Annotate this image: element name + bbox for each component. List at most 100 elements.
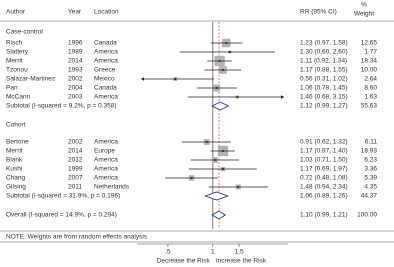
x-label-left: Decrease the Risk: [157, 258, 211, 265]
estimate-label: 0.91 (0.62, 1.32): [300, 139, 348, 146]
point-estimate: [221, 69, 224, 71]
estimate-label: 1.12 (0.99, 1.27): [300, 103, 348, 110]
study-author: McCann: [6, 94, 31, 101]
estimate-label: 1.17 (0.88, 1.55): [300, 67, 348, 74]
weight-label: 55.63: [361, 103, 378, 110]
estimate-label: 1.06 (0.78, 1.45): [300, 85, 348, 92]
weight-label: 3.36: [364, 166, 377, 173]
weight-label: 18.34: [361, 58, 378, 65]
study-location: America: [94, 157, 118, 164]
estimate-label: 1.03 (0.71, 1.50): [300, 157, 348, 164]
weight-label: 8.60: [364, 85, 377, 92]
point-estimate: [190, 177, 193, 179]
weight-label: 4.35: [364, 184, 377, 191]
study-location: Europe: [94, 148, 115, 155]
estimate-label: 1.11 (0.92, 1.34): [300, 58, 347, 65]
study-author: Chang: [6, 175, 26, 182]
study-year: 1996: [68, 40, 83, 47]
estimate-label: 1.46 (0.68, 3.15): [300, 94, 348, 101]
study-author: Kushi: [6, 166, 22, 173]
x-tick-label: 1: [211, 249, 215, 256]
note: NOTE: Weights are from random effects an…: [6, 234, 148, 241]
estimate-label: 1.10 (0.99, 1.21): [300, 212, 348, 219]
subtotal-label: Subtotal (I-squared = 31.9%, p = 0.196): [6, 193, 120, 200]
study-author: Slattery: [6, 49, 29, 56]
point-estimate: [174, 78, 177, 80]
study-location: Greece: [94, 67, 116, 74]
study-author: Merrit: [6, 58, 23, 65]
study-location: Mexico: [94, 76, 115, 83]
summary-diamond: [211, 101, 230, 111]
study-year: 2003: [68, 94, 83, 101]
weight-label: 6.11: [365, 139, 378, 146]
weight-label: 18.93: [361, 148, 378, 155]
summary-diamond: [203, 191, 230, 201]
point-estimate: [225, 42, 228, 44]
weight-label: 6.23: [364, 157, 377, 164]
study-location: America: [94, 139, 118, 146]
weight-label: 5.39: [364, 175, 377, 182]
study-author: Risch: [6, 40, 23, 47]
study-location: America: [94, 94, 118, 101]
header-year: Year: [68, 9, 82, 16]
study-location: America: [94, 58, 118, 65]
weight-label: 1.63: [364, 94, 377, 101]
estimate-label: 0.72 (0.48, 1.08): [300, 175, 348, 182]
study-year: 1999: [68, 166, 83, 173]
point-estimate: [213, 159, 216, 161]
ci-arrow: [281, 95, 284, 99]
study-location: America: [94, 166, 118, 173]
estimate-label: 1.17 (0.97, 1.40): [300, 148, 348, 155]
x-label-right: Increase the Risk: [216, 258, 267, 265]
header-weight-unit: %: [361, 2, 367, 9]
study-author: Blank: [6, 157, 23, 164]
header-weight: Weight: [354, 11, 374, 18]
study-location: Canada: [94, 40, 117, 47]
point-estimate: [221, 168, 224, 170]
study-location: Canada: [94, 85, 117, 92]
estimate-label: 1.06 (0.89, 1.26): [300, 193, 348, 200]
weight-label: 44.37: [361, 193, 378, 200]
point-estimate: [215, 87, 218, 89]
point-estimate: [205, 141, 208, 143]
point-estimate: [237, 186, 240, 188]
estimate-label: 1.30 (0.60, 2.60): [300, 49, 348, 56]
header-estimate: RR (95% CI): [300, 9, 337, 16]
study-author: Merrit: [6, 148, 23, 155]
weight-label: 100.00: [357, 212, 377, 219]
estimate-label: 1.48 (0.94, 2.34): [300, 184, 348, 191]
summary-diamond: [211, 210, 227, 220]
point-estimate: [218, 60, 221, 62]
study-year: 2011: [68, 184, 82, 191]
study-location: Netherlands: [94, 184, 130, 191]
estimate-label: 1.23 (0.97, 1.58): [300, 40, 348, 47]
weight-label: 2.64: [364, 76, 377, 83]
estimate-label: 1.17 (0.69, 1.97): [300, 166, 348, 173]
header-location: Location: [94, 9, 119, 16]
ci-arrow: [141, 77, 144, 81]
study-author: Pan: [6, 85, 18, 92]
study-location: America: [94, 175, 118, 182]
subtotal-label: Subtotal (I-squared = 9.2%, p = 0.358): [6, 103, 117, 110]
point-estimate: [228, 51, 231, 53]
point-estimate: [221, 150, 224, 152]
study-author: Gilsing: [6, 184, 26, 191]
x-tick-label: 1.5: [235, 249, 244, 256]
group-label: Case-control: [6, 29, 43, 36]
study-year: 2007: [68, 175, 83, 182]
x-tick-label: .5: [165, 249, 171, 256]
study-year: 2014: [68, 148, 83, 155]
study-year: 2014: [68, 58, 83, 65]
group-label: Cohort: [6, 122, 26, 129]
overall-label: Overall (I-squared = 14.9%, p = 0.294): [6, 212, 117, 219]
study-year: 2012: [68, 157, 83, 164]
point-estimate: [236, 96, 239, 98]
study-author: Tzonou: [6, 67, 28, 74]
estimate-label: 0.56 (0.31, 1.02): [300, 76, 348, 83]
study-year: 2004: [68, 85, 83, 92]
header-author: Author: [6, 9, 26, 16]
study-author: Bertone: [6, 139, 29, 146]
weight-label: 12.65: [361, 40, 378, 47]
study-location: America: [94, 49, 118, 56]
